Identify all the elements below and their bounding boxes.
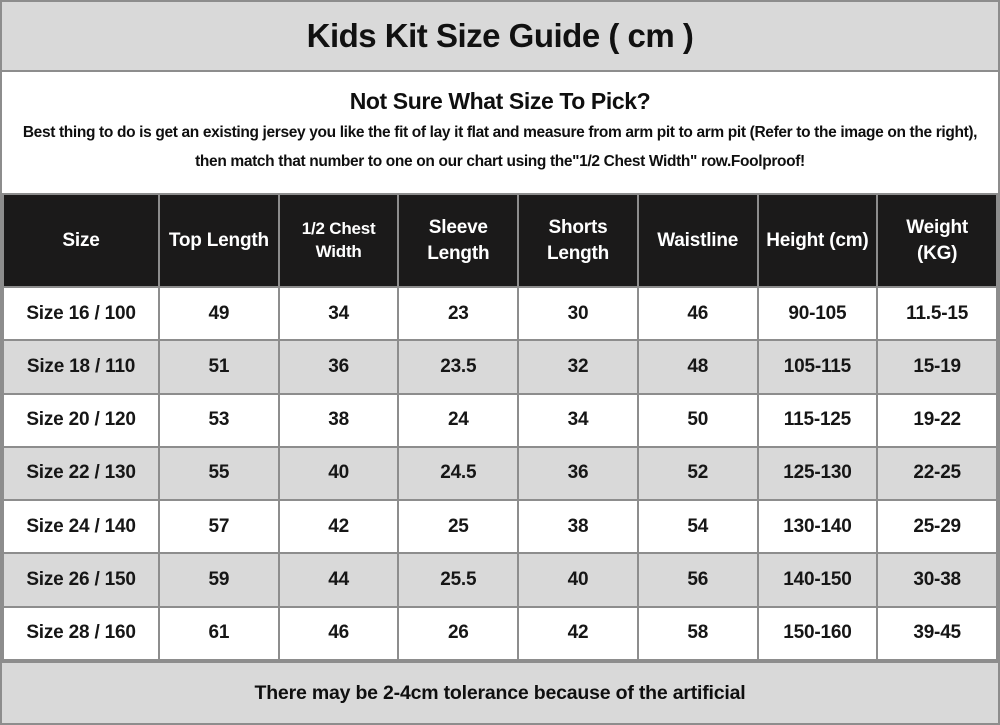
size-cell: Size 20 / 120 <box>2 392 161 448</box>
top-length-cell: 59 <box>158 552 280 608</box>
weight-cell: 11.5-15 <box>876 285 998 342</box>
top-length-cell: 51 <box>158 339 280 395</box>
column-header-size: Size <box>2 193 161 288</box>
size-table-body: Size 16 / 100 49 34 23 30 46 90-105 11.5… <box>2 285 998 662</box>
column-header-height: Height (cm) <box>756 193 879 288</box>
waistline-cell: 54 <box>636 499 759 555</box>
waistline-cell: 50 <box>636 392 759 448</box>
intro-heading: Not Sure What Size To Pick? <box>349 88 651 115</box>
intro-body: Best thing to do is get an existing jers… <box>22 124 978 170</box>
sleeve-length-cell: 23.5 <box>397 339 520 395</box>
chest-width-cell: 40 <box>277 445 400 502</box>
waistline-cell: 56 <box>636 552 759 608</box>
size-cell: Size 24 / 140 <box>2 499 161 555</box>
weight-cell: 30-38 <box>876 552 998 608</box>
column-header-top-length: Top Length <box>158 193 280 288</box>
chest-width-cell: 44 <box>277 552 400 608</box>
table-row-size-18: Size 18 / 110 51 36 23.5 32 48 105-115 1… <box>2 339 998 395</box>
top-length-cell: 57 <box>158 499 280 555</box>
shorts-length-cell: 32 <box>517 339 639 395</box>
size-cell: Size 16 / 100 <box>2 285 161 342</box>
sleeve-length-cell: 26 <box>397 605 520 662</box>
shorts-length-cell: 38 <box>517 499 639 555</box>
table-row-size-24: Size 24 / 140 57 42 25 38 54 130-140 25-… <box>2 499 998 555</box>
footer-note: There may be 2-4cm tolerance because of … <box>254 681 746 704</box>
size-table: Size Top Length 1/2 Chest Width Sleeve L… <box>2 193 998 662</box>
height-cell: 150-160 <box>756 605 879 662</box>
height-cell: 130-140 <box>756 499 879 555</box>
weight-cell: 25-29 <box>876 499 998 555</box>
size-table-header: Size Top Length 1/2 Chest Width Sleeve L… <box>2 193 998 288</box>
waistline-cell: 46 <box>636 285 759 342</box>
sleeve-length-cell: 25 <box>397 499 520 555</box>
chest-width-cell: 34 <box>277 285 400 342</box>
sleeve-length-cell: 25.5 <box>397 552 520 608</box>
title-bar: Kids Kit Size Guide ( cm ) <box>2 2 998 72</box>
top-length-cell: 55 <box>158 445 280 502</box>
top-length-cell: 49 <box>158 285 280 342</box>
weight-cell: 19-22 <box>876 392 998 448</box>
shorts-length-cell: 30 <box>517 285 639 342</box>
shorts-length-cell: 42 <box>517 605 639 662</box>
size-cell: Size 22 / 130 <box>2 445 161 502</box>
weight-cell: 39-45 <box>876 605 998 662</box>
sleeve-length-cell: 24 <box>397 392 520 448</box>
size-table-wrap: Size Top Length 1/2 Chest Width Sleeve L… <box>2 193 998 662</box>
header-row: Size Top Length 1/2 Chest Width Sleeve L… <box>2 193 998 288</box>
table-row-size-20: Size 20 / 120 53 38 24 34 50 115-125 19-… <box>2 392 998 448</box>
waistline-cell: 58 <box>636 605 759 662</box>
chest-width-cell: 38 <box>277 392 400 448</box>
height-cell: 115-125 <box>756 392 879 448</box>
top-length-cell: 61 <box>158 605 280 662</box>
size-cell: Size 18 / 110 <box>2 339 161 395</box>
table-row-size-26: Size 26 / 150 59 44 25.5 40 56 140-150 3… <box>2 552 998 608</box>
column-header-waistline: Waistline <box>636 193 759 288</box>
table-row-size-28: Size 28 / 160 61 46 26 42 58 150-160 39-… <box>2 605 998 662</box>
shorts-length-cell: 36 <box>517 445 639 502</box>
top-length-cell: 53 <box>158 392 280 448</box>
chest-width-cell: 42 <box>277 499 400 555</box>
table-row-size-16: Size 16 / 100 49 34 23 30 46 90-105 11.5… <box>2 285 998 342</box>
shorts-length-cell: 34 <box>517 392 639 448</box>
column-header-weight: Weight (KG) <box>876 193 998 288</box>
waistline-cell: 48 <box>636 339 759 395</box>
height-cell: 125-130 <box>756 445 879 502</box>
size-cell: Size 28 / 160 <box>2 605 161 662</box>
weight-cell: 22-25 <box>876 445 998 502</box>
column-header-half-chest-width: 1/2 Chest Width <box>277 193 400 288</box>
intro-section: Not Sure What Size To Pick? Best thing t… <box>2 72 998 193</box>
weight-cell: 15-19 <box>876 339 998 395</box>
column-header-shorts-length: Shorts Length <box>517 193 639 288</box>
page-title: Kids Kit Size Guide ( cm ) <box>306 17 694 54</box>
sleeve-length-cell: 24.5 <box>397 445 520 502</box>
footer-note-bar: There may be 2-4cm tolerance because of … <box>2 661 998 723</box>
waistline-cell: 52 <box>636 445 759 502</box>
chest-width-cell: 36 <box>277 339 400 395</box>
table-row-size-22: Size 22 / 130 55 40 24.5 36 52 125-130 2… <box>2 445 998 502</box>
size-cell: Size 26 / 150 <box>2 552 161 608</box>
sleeve-length-cell: 23 <box>397 285 520 342</box>
height-cell: 90-105 <box>756 285 879 342</box>
column-header-sleeve-length: Sleeve Length <box>397 193 520 288</box>
shorts-length-cell: 40 <box>517 552 639 608</box>
height-cell: 105-115 <box>756 339 879 395</box>
height-cell: 140-150 <box>756 552 879 608</box>
chest-width-cell: 46 <box>277 605 400 662</box>
